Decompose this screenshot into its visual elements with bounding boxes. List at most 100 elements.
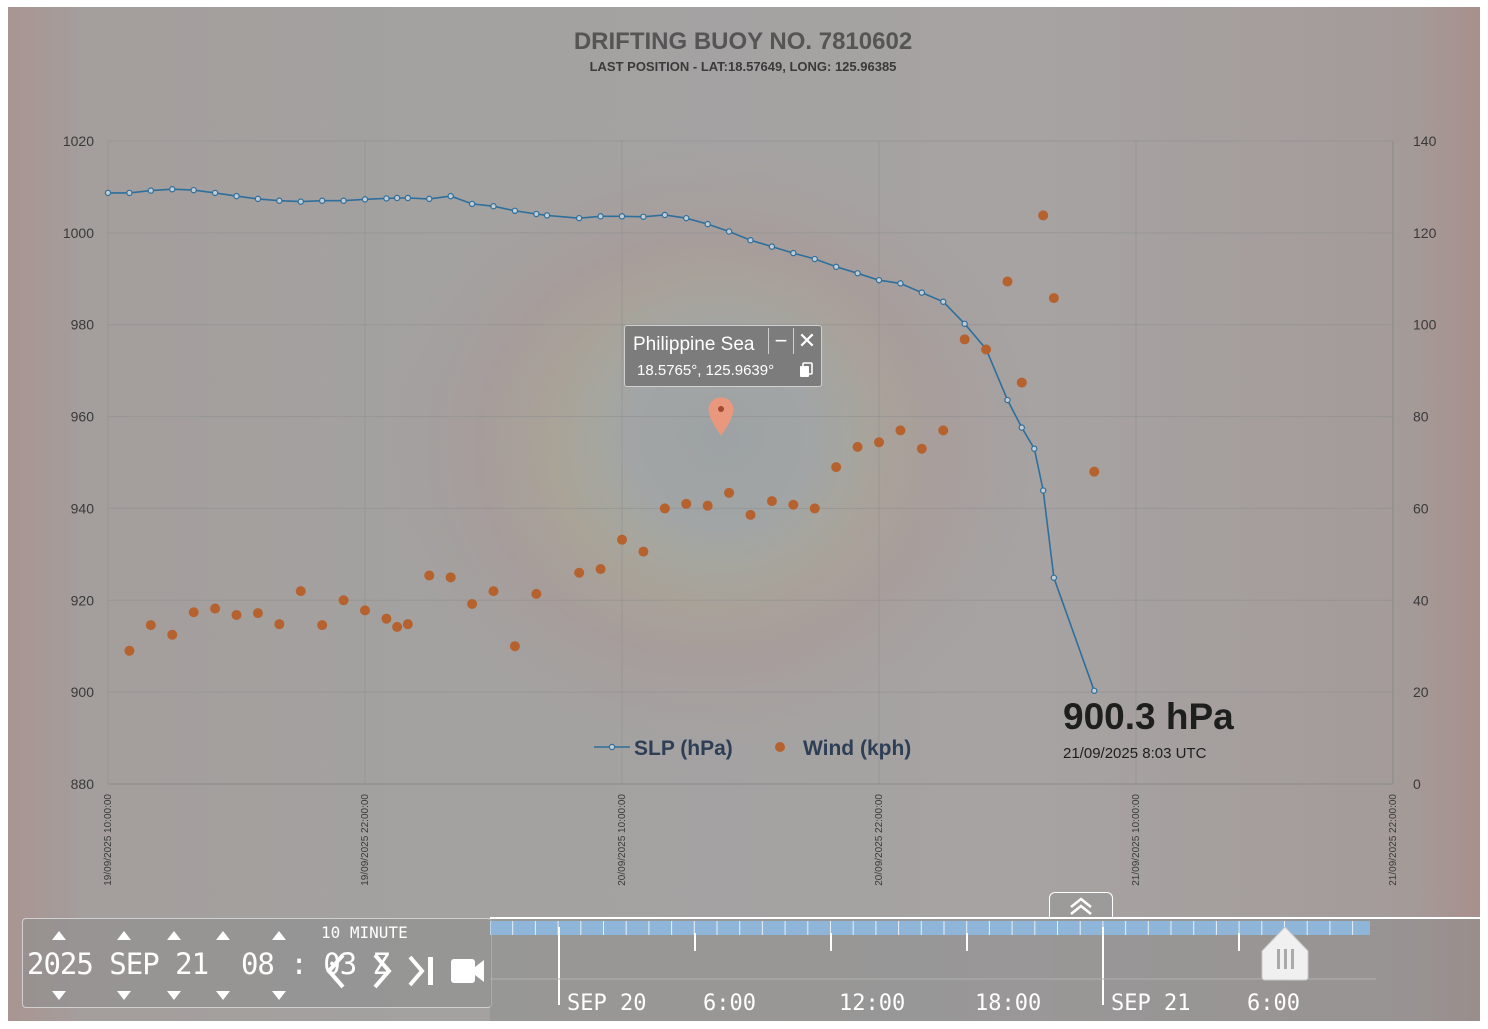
chart-legend: SLP (hPa) Wind (kph) xyxy=(594,737,911,760)
wind-point xyxy=(702,500,713,511)
wind-point xyxy=(895,425,906,436)
slp-point xyxy=(875,276,883,284)
slp-point xyxy=(393,194,401,202)
skip-to-latest-icon[interactable] xyxy=(406,951,438,991)
map-pin-icon[interactable] xyxy=(708,397,734,437)
slp-point xyxy=(640,213,647,220)
wind-point xyxy=(124,645,135,656)
slp-point xyxy=(918,289,926,296)
slp-point xyxy=(383,195,390,202)
wind-point xyxy=(1016,377,1027,388)
legend-slp-label: SLP (hPa) xyxy=(634,737,733,760)
wind-point xyxy=(424,570,435,581)
wind-point xyxy=(831,462,842,473)
wind-point xyxy=(531,588,542,599)
x-tick-label: 21/09/2025 22:00:00 xyxy=(1388,794,1399,886)
slp-point xyxy=(533,210,540,218)
copy-icon[interactable] xyxy=(799,362,813,378)
slp-point xyxy=(747,237,754,244)
popup-coordinates: 18.5765°, 125.9639° xyxy=(637,362,775,379)
time-step-label[interactable]: 10 MINUTE xyxy=(321,923,408,942)
day-down-arrow-icon[interactable] xyxy=(167,991,181,1000)
step-forward-icon[interactable] xyxy=(369,951,395,991)
slp-point xyxy=(147,187,155,194)
video-camera-icon[interactable] xyxy=(449,951,487,991)
slp-point xyxy=(211,189,219,197)
wind-point xyxy=(488,586,499,597)
step-back-icon[interactable] xyxy=(323,951,349,991)
slp-point xyxy=(1004,396,1011,404)
wind-point xyxy=(938,425,949,436)
slp-point xyxy=(190,186,197,194)
popup-close-button[interactable]: ✕ xyxy=(793,328,820,354)
year-down-arrow-icon[interactable] xyxy=(52,991,66,1000)
popup-title: Philippine Sea xyxy=(633,334,755,355)
slp-point xyxy=(511,207,519,215)
slp-point xyxy=(1018,424,1025,431)
minute-up-arrow-icon[interactable] xyxy=(272,931,286,940)
year-up-arrow-icon[interactable] xyxy=(52,931,66,940)
wind-point xyxy=(788,499,799,510)
slp-point xyxy=(811,255,818,263)
slp-point xyxy=(254,195,262,203)
y-left-tick-label: 920 xyxy=(71,592,95,608)
slp-point xyxy=(768,243,776,250)
y-right-tick-label: 120 xyxy=(1413,225,1437,241)
slp-point xyxy=(426,195,433,203)
slp-point xyxy=(169,186,176,193)
timeline-label-sep21: SEP 21 xyxy=(1111,991,1191,1016)
wind-point xyxy=(445,572,456,583)
wind-point xyxy=(317,620,328,631)
buoy-chart: DRIFTING BUOY NO. 7810602 LAST POSITION … xyxy=(63,28,1437,886)
wind-point xyxy=(392,621,403,632)
timeline-label-sep20: SEP 20 xyxy=(567,991,647,1016)
slp-point xyxy=(490,203,497,210)
slp-point xyxy=(575,214,583,222)
wind-point xyxy=(295,586,306,597)
location-popup: Philippine Sea 18.5765°, 125.9639° − ✕ xyxy=(624,325,822,387)
y-right-tick-label: 80 xyxy=(1413,409,1429,425)
y-right-tick-label: 140 xyxy=(1413,133,1437,149)
chart-axes: 880 900 920 940 960 980 1000 1020 0 20 40 60 80 100 12… xyxy=(63,133,1437,886)
slp-point xyxy=(832,263,840,271)
wind-point xyxy=(167,629,178,640)
y-left-tick-label: 1000 xyxy=(63,225,94,241)
wind-point xyxy=(681,498,692,509)
timeline-collapse-button[interactable] xyxy=(1049,892,1113,919)
y-right-tick-label: 0 xyxy=(1413,776,1421,792)
timeline-scrubber[interactable]: SEP 20 6:00 12:00 18:00 SEP 21 6:00 xyxy=(490,917,1480,1021)
slp-point xyxy=(897,280,904,287)
minute-down-arrow-icon[interactable] xyxy=(272,991,286,1000)
wind-point xyxy=(402,619,413,630)
slp-point xyxy=(854,270,861,277)
month-down-arrow-icon[interactable] xyxy=(117,991,131,1000)
timeline-handle-icon[interactable] xyxy=(1260,925,1310,981)
slp-point xyxy=(704,220,711,228)
wind-point xyxy=(210,603,221,614)
month-up-arrow-icon[interactable] xyxy=(117,931,131,940)
wind-point xyxy=(1089,466,1100,477)
x-tick-label: 20/09/2025 10:00:00 xyxy=(617,794,628,886)
chart-subtitle: LAST POSITION - LAT:18.57649, LONG: 125.… xyxy=(590,59,897,74)
y-right-tick-label: 60 xyxy=(1413,500,1429,516)
wind-point xyxy=(659,503,670,514)
annotation-value: 900.3 hPa xyxy=(1063,696,1234,737)
wind-point xyxy=(981,344,992,355)
wind-point xyxy=(509,641,520,652)
wind-point xyxy=(274,619,285,630)
popup-minimize-button[interactable]: − xyxy=(768,328,793,354)
x-tick-label: 19/09/2025 10:00:00 xyxy=(103,794,114,886)
wind-point xyxy=(1002,276,1013,287)
day-up-arrow-icon[interactable] xyxy=(167,931,181,940)
slp-point xyxy=(361,196,369,203)
slp-point xyxy=(597,213,604,220)
hour-down-arrow-icon[interactable] xyxy=(216,991,230,1000)
slp-series xyxy=(104,186,1098,694)
y-left-tick-label: 960 xyxy=(71,409,95,425)
wind-point xyxy=(595,564,606,575)
hour-up-arrow-icon[interactable] xyxy=(216,931,230,940)
timeline-label-sep21-0600: 6:00 xyxy=(1247,991,1300,1016)
slp-point xyxy=(404,194,412,202)
x-tick-label: 21/09/2025 10:00:00 xyxy=(1131,794,1142,886)
slp-point xyxy=(1031,445,1038,452)
